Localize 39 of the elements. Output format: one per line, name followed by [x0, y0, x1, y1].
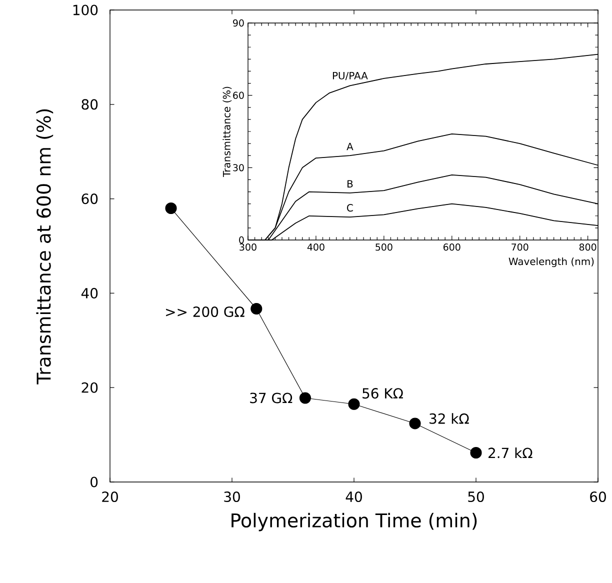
annotation: 32 kΩ — [430, 413, 469, 424]
x-tick-label: 700 — [512, 244, 528, 251]
y-axis-title: Transmittance at 600 nm (%) — [36, 109, 54, 384]
x-axis-title: Wavelength (nm) — [508, 257, 594, 268]
point — [299, 392, 311, 404]
y-tick-label: 80 — [82, 99, 98, 110]
y-tick-label: 60 — [233, 92, 244, 99]
point — [409, 418, 421, 430]
x-tick-label: 300 — [240, 244, 256, 251]
y-tick-label: 90 — [233, 19, 244, 27]
x-tick-label: 800 — [579, 244, 596, 251]
annotation: 56 KΩ — [362, 388, 403, 399]
y-tick-label: 30 — [233, 164, 244, 172]
annotation: 2.7 kΩ — [488, 447, 532, 458]
series-label: A — [346, 142, 354, 150]
series-label: C — [347, 204, 353, 212]
annotation: >> 200 GΩ — [166, 306, 244, 318]
y-tick-label: 40 — [81, 288, 98, 298]
x-tick-label: 50 — [468, 491, 484, 502]
point — [165, 202, 177, 214]
point — [250, 302, 262, 315]
x-tick-label: 600 — [444, 244, 460, 251]
y-tick-label: 100 — [73, 4, 98, 16]
annotation: 37 GΩ — [250, 392, 292, 404]
x-tick-label: 20 — [102, 491, 118, 502]
point — [348, 398, 360, 410]
series-label: B — [348, 180, 353, 188]
series-label: PU/PAA — [332, 72, 368, 80]
point — [470, 446, 482, 459]
y-tick-label: 60 — [82, 194, 98, 204]
x-tick-label: 60 — [590, 491, 606, 502]
y-tick-label: 0 — [239, 236, 244, 244]
y-axis-title: Transmittance (%) — [222, 86, 232, 178]
x-tick-label: 40 — [346, 491, 362, 502]
x-tick-label: 400 — [307, 244, 324, 251]
x-axis-title: Polymerization Time (min) — [232, 512, 477, 532]
x-tick-label: 500 — [376, 244, 392, 251]
y-tick-label: 0 — [90, 476, 98, 488]
y-tick-label: 20 — [82, 382, 98, 393]
